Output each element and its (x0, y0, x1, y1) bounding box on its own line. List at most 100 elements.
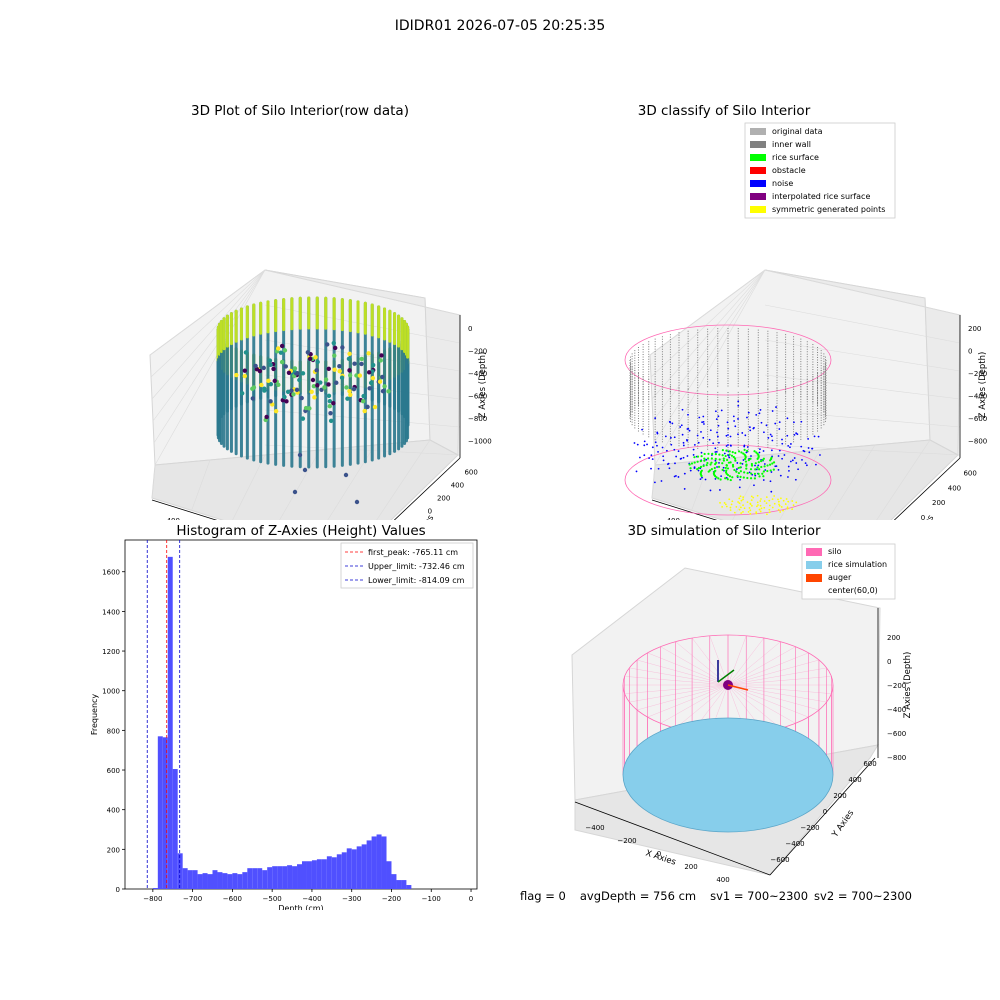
noise-point (732, 415, 735, 418)
symmetric-point (740, 512, 743, 514)
rice-surface-point (725, 449, 728, 452)
histogram-bar (366, 840, 372, 889)
silo-top-spoke (647, 684, 729, 718)
histogram-bar (252, 868, 258, 889)
surface-point (379, 353, 384, 358)
silo-top-spoke (660, 646, 729, 686)
noise-point (687, 413, 689, 416)
silo-top-spoke (675, 641, 729, 686)
x-tick-label: 0 (469, 895, 473, 903)
y-tick-label: −200 (800, 824, 819, 832)
surface-point (370, 362, 376, 368)
noise-point (769, 480, 772, 483)
noise-point (793, 421, 795, 424)
surface-point (307, 356, 313, 362)
noise-point (651, 458, 654, 461)
surface-point (319, 387, 324, 392)
rice-surface-point (714, 453, 717, 456)
rice-surface-point (742, 452, 745, 455)
symmetric-point (725, 505, 728, 508)
z-tick-label: −400 (468, 370, 487, 378)
surface-point (250, 396, 255, 401)
surface-point (284, 399, 289, 404)
noise-point (715, 418, 718, 420)
symmetric-point (768, 504, 771, 507)
noise-point (718, 441, 720, 444)
z-tick-label: −400 (968, 392, 987, 400)
noise-point (736, 468, 738, 470)
silo-top-spoke (637, 684, 729, 711)
noise-point (730, 444, 732, 447)
noise-point (777, 468, 780, 471)
noise-point (671, 422, 674, 425)
noise-point (762, 450, 765, 452)
noise-point (673, 436, 676, 439)
legend-entry: noise (772, 179, 793, 188)
symmetric-point (782, 509, 784, 512)
noise-point (660, 480, 663, 482)
rice-surface-point (769, 469, 772, 472)
rice-surface-point (703, 452, 706, 456)
surface-point (345, 396, 350, 401)
surface-point (264, 414, 269, 420)
histogram-bar (162, 737, 168, 889)
rice-surface-point (702, 464, 705, 468)
surface-point (380, 374, 385, 380)
rice-surface-point (734, 451, 737, 455)
grid-line (827, 444, 876, 520)
noise-point (726, 421, 729, 424)
y-tick-label: 1600 (102, 569, 120, 577)
z-tick-label: −600 (887, 730, 906, 738)
z-tick-label: −800 (887, 754, 906, 762)
y-tick-label: −400 (785, 840, 804, 848)
grid-line (154, 269, 266, 466)
noise-point (675, 475, 677, 477)
symmetric-point (749, 509, 752, 512)
noise-point (714, 410, 717, 413)
histogram-bar (321, 859, 327, 889)
rice-surface-point (700, 455, 703, 458)
histogram-bar (297, 864, 302, 889)
noise-point (703, 423, 705, 425)
rice-surface-point (772, 461, 776, 464)
surface-point (282, 348, 288, 353)
noise-point (787, 476, 789, 478)
noise-point (760, 421, 763, 424)
histogram-bar (192, 870, 198, 889)
legend-swatch (750, 206, 766, 213)
noise-point (737, 418, 739, 420)
noise-point (704, 478, 707, 481)
histogram-bar (406, 885, 412, 889)
noise-point (657, 467, 660, 470)
noise-point (725, 445, 728, 447)
symmetric-point (749, 512, 752, 515)
grid-line (264, 269, 461, 316)
symmetric-point (723, 502, 726, 504)
y-axis-line (893, 457, 961, 520)
histogram-bar (157, 736, 163, 889)
noise-point (717, 415, 720, 418)
histogram-bar (202, 873, 208, 889)
surface-point (326, 366, 332, 371)
rice-surface-point (750, 464, 754, 467)
surface-point (259, 382, 264, 388)
rice-surface-point (772, 468, 775, 471)
symmetric-point (765, 513, 768, 516)
noise-point (763, 431, 765, 434)
rice-surface-point (734, 459, 737, 462)
noise-point (757, 464, 760, 467)
y-tick-label: 400 (451, 482, 464, 490)
symmetric-point (740, 499, 743, 502)
noise-point (774, 422, 777, 425)
noise-point (717, 424, 720, 427)
noise-point (686, 428, 689, 430)
noise-point (697, 441, 700, 444)
surface-point (347, 368, 352, 373)
legend: original data inner wall rice surface obsta… (744, 122, 896, 219)
grid-line (764, 444, 961, 456)
symmetric-point (719, 501, 721, 504)
z-axis-label: Z Axies (Depth) (978, 352, 988, 419)
histogram-bar (247, 868, 253, 889)
y-axis-label: Frequency (90, 694, 99, 736)
